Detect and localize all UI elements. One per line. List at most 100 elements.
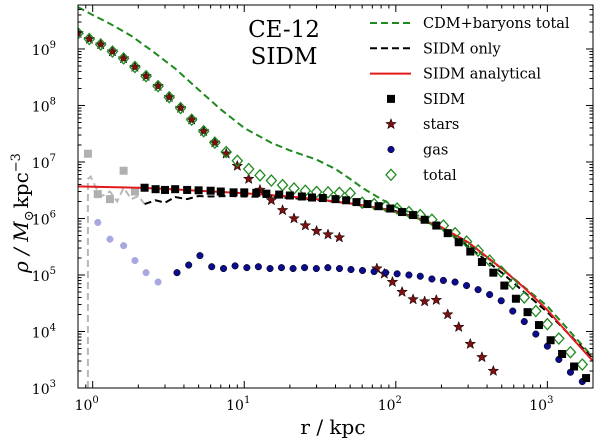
data-point-gas — [173, 269, 181, 277]
y-tick-label: 105 — [32, 266, 56, 285]
data-point-sidm — [409, 211, 418, 220]
data-point-sidm — [570, 362, 579, 371]
data-point-stars — [407, 293, 419, 305]
y-tick-base: 10 — [32, 382, 50, 398]
y-tick-exp: 4 — [50, 322, 56, 333]
y-tick-base: 10 — [32, 325, 50, 341]
data-point-sidm — [558, 349, 567, 358]
data-point-stars — [396, 285, 409, 298]
data-point-stars — [441, 308, 454, 320]
data-point-total — [117, 51, 130, 65]
legend-item-gas: gas — [387, 143, 448, 159]
data-point-faded-series-8 — [105, 195, 114, 204]
data-point-sidm — [511, 294, 520, 303]
legend-swatch-gas — [387, 145, 395, 154]
data-point-total — [506, 277, 519, 291]
data-point-total — [472, 244, 484, 258]
data-point-faded-series-9 — [120, 242, 128, 250]
data-point-total — [185, 113, 198, 127]
y-tick-exp: 3 — [50, 379, 56, 390]
data-point-gas — [497, 297, 505, 305]
y-axis-label: ρ / M⊙ kpc−3 — [9, 153, 37, 274]
data-point-total — [106, 45, 119, 59]
data-point-total — [541, 317, 554, 331]
data-point-total — [152, 79, 164, 93]
y-tick-exp: 6 — [50, 209, 56, 220]
data-point-total — [344, 186, 357, 200]
data-point-sidm — [466, 247, 475, 256]
legend-label-sidm-analytical: SIDM analytical — [423, 67, 541, 83]
data-point-stars — [452, 320, 465, 333]
data-point-sidm — [398, 208, 407, 217]
legend-swatch-sidm — [387, 94, 395, 103]
data-point-sidm — [432, 221, 441, 230]
legend-item-cdm-baryons-total: CDM+baryons total — [370, 16, 570, 32]
data-point-sidm — [477, 257, 486, 266]
x-tick-label: 102 — [378, 395, 402, 414]
data-point-gas — [312, 265, 320, 273]
series-total — [78, 26, 589, 372]
x-tick-exp: 1 — [244, 395, 250, 406]
data-point-sidm — [140, 183, 149, 192]
x-tick-base: 10 — [378, 398, 396, 414]
data-point-total — [576, 358, 589, 372]
data-point-sidm — [546, 336, 555, 345]
data-point-gas — [393, 270, 401, 278]
data-point-sidm — [216, 187, 225, 196]
legend-swatch-stars — [385, 117, 397, 130]
data-point-sidm — [194, 186, 203, 195]
y-tick-exp: 7 — [50, 153, 56, 164]
data-point-total — [94, 38, 107, 51]
data-point-faded-series-8 — [93, 190, 102, 199]
legend-item-sidm: SIDM — [387, 92, 465, 108]
data-point-total — [208, 136, 221, 150]
data-point-gas — [370, 268, 378, 276]
chart-title-line-2: SIDM — [251, 44, 318, 70]
data-point-sidm — [252, 188, 261, 197]
data-point-stars — [464, 337, 477, 350]
series-line-cdm-baryons-total — [78, 6, 593, 358]
data-point-sidm — [331, 195, 340, 204]
legend-item-sidm-only: SIDM only — [370, 41, 501, 57]
series-gas — [173, 252, 586, 386]
y-tick-exp: 8 — [50, 96, 56, 107]
data-point-sidm — [183, 185, 192, 194]
x-tick-exp: 2 — [396, 395, 402, 406]
data-point-sidm — [386, 204, 395, 213]
y-tick-label: 107 — [32, 153, 56, 172]
data-point-sidm — [363, 200, 372, 209]
series-faded-series-9 — [94, 218, 162, 286]
legend-label-cdm-baryons-total: CDM+baryons total — [423, 16, 570, 32]
x-tick-base: 10 — [529, 398, 547, 414]
data-point-gas — [416, 272, 424, 280]
legend-label-stars: stars — [423, 117, 459, 133]
data-point-stars — [487, 364, 500, 377]
data-point-gas — [243, 264, 251, 272]
data-point-stars — [476, 351, 488, 363]
x-tick-label: 103 — [529, 395, 553, 414]
data-point-faded-series-9 — [131, 257, 139, 265]
data-point-gas — [254, 263, 262, 271]
data-point-gas — [428, 275, 436, 283]
data-point-total — [220, 145, 233, 159]
data-point-total — [163, 90, 176, 104]
data-point-sidm — [534, 321, 543, 330]
y-tick-base: 10 — [32, 212, 50, 228]
series-faded-series-7 — [86, 175, 146, 388]
data-point-gas — [486, 291, 494, 299]
data-point-faded-series-9 — [94, 218, 102, 227]
data-point-total — [129, 60, 141, 74]
data-point-gas — [405, 271, 413, 279]
data-point-stars — [322, 228, 334, 240]
data-point-total — [265, 174, 278, 187]
data-point-stars — [418, 295, 431, 307]
data-point-stars — [220, 147, 233, 159]
data-point-total — [242, 162, 255, 176]
data-point-sidm — [275, 190, 284, 199]
x-axis-label: r / kpc — [300, 415, 365, 439]
data-point-gas — [208, 263, 216, 271]
data-point-sidm — [523, 308, 532, 317]
x-tick-label: 100 — [75, 395, 99, 414]
y-axis-label-sun: ⊙ — [22, 210, 37, 221]
